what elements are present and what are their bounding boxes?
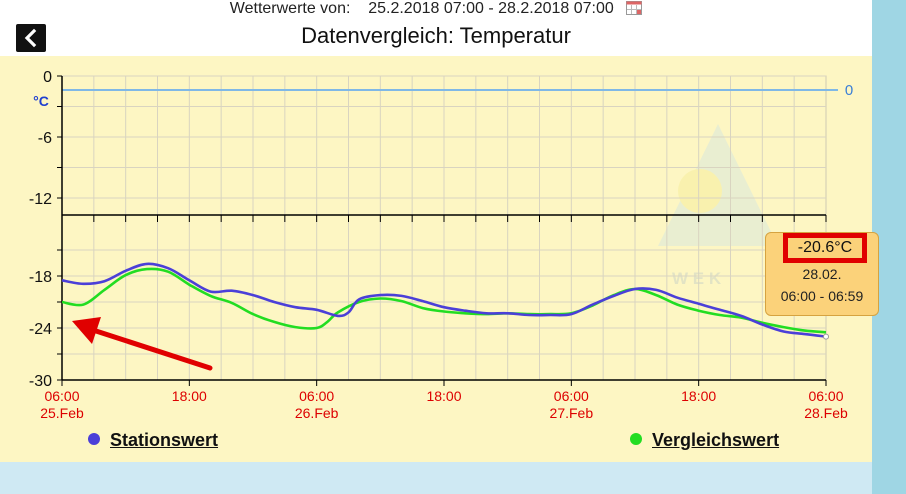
x-tick-label-date: 27.Feb [550, 405, 594, 421]
range-value: 25.2.2018 07:00 - 28.2.2018 07:00 [368, 0, 614, 17]
x-tick-label-date: 26.Feb [295, 405, 339, 421]
legend-station[interactable]: Stationswert [88, 430, 218, 451]
x-tick-label-time: 18:00 [172, 388, 207, 404]
x-tick-label-time: 18:00 [426, 388, 461, 404]
legend-compare-dot [630, 433, 642, 445]
x-tick-label-time: 06:00 [44, 388, 79, 404]
x-tick-label-time: 06:00 [808, 388, 843, 404]
svg-text:W E K: W E K [672, 269, 722, 288]
right-axis-zero-label: 0 [845, 82, 853, 99]
y-unit-label: °C [33, 93, 49, 109]
legend-compare-label: Vergleichswert [652, 430, 780, 450]
date-range-header: Wetterwerte von: 25.2.2018 07:00 - 28.2.… [0, 0, 872, 20]
chart-title: Datenvergleich: Temperatur [301, 23, 571, 48]
tooltip-value: -20.6°C [783, 233, 867, 263]
y-tick-label: -6 [38, 130, 52, 147]
y-tick-label: -18 [29, 269, 52, 286]
annotation-arrow [93, 328, 213, 371]
y-tick-label: -24 [29, 321, 52, 338]
series-line-station [61, 262, 827, 338]
calendar-icon[interactable] [626, 1, 643, 15]
data-tooltip: -20.6°C 28.02. 06:00 - 06:59 [765, 232, 879, 316]
x-tick-label-date: 25.Feb [40, 405, 84, 421]
legend-compare[interactable]: Vergleichswert [630, 430, 779, 451]
bottom-edge-panel [0, 462, 872, 494]
y-tick-label: 0 [43, 69, 52, 86]
tooltip-time: 06:00 - 06:59 [780, 288, 864, 304]
back-button[interactable] [16, 24, 46, 52]
x-tick-label-date: 28.Feb [804, 405, 848, 421]
hover-point-marker [823, 333, 829, 340]
y-tick-label: -12 [29, 191, 52, 208]
watermark-logo: W E K [658, 124, 778, 288]
tooltip-date: 28.02. [802, 266, 842, 282]
y-tick-label: -30 [29, 373, 52, 390]
x-tick-label-time: 18:00 [681, 388, 716, 404]
chevron-left-icon [24, 28, 37, 48]
legend-station-dot [88, 433, 100, 445]
annotation-arrowhead [72, 317, 101, 344]
legend-station-label: Stationswert [110, 430, 219, 450]
x-tick-label-time: 06:00 [299, 388, 334, 404]
chart-panel [0, 56, 872, 462]
series-line-compare [61, 267, 827, 334]
x-tick-label-time: 06:00 [554, 388, 589, 404]
range-label: Wetterwerte von: [229, 0, 351, 17]
